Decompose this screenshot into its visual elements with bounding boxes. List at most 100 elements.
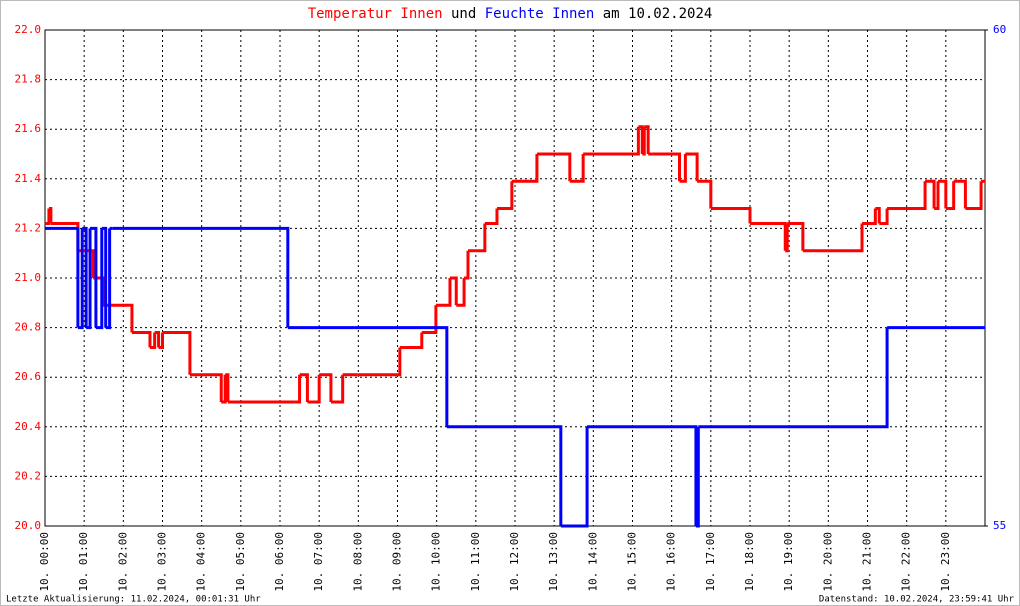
step-segment bbox=[879, 208, 889, 225]
step-segment bbox=[82, 226, 88, 328]
step-segment bbox=[189, 373, 223, 402]
y-tick-label: 21.4 bbox=[15, 172, 42, 185]
step-segment bbox=[496, 181, 514, 211]
y-tick-label: 22.0 bbox=[15, 23, 42, 36]
step-segment bbox=[45, 226, 80, 328]
x-tick-label: 10. 16:00 bbox=[665, 532, 678, 592]
y-tick-label: 20.6 bbox=[15, 370, 42, 383]
step-segment bbox=[697, 179, 713, 209]
step-segment bbox=[644, 125, 650, 154]
step-segment bbox=[587, 425, 698, 526]
y-tick-label: 20.4 bbox=[15, 420, 42, 433]
chart-title: Temperatur Innen und Feuchte Innen am 10… bbox=[308, 6, 713, 22]
step-segment bbox=[583, 126, 640, 156]
x-tick-label: 10. 03:00 bbox=[156, 532, 169, 592]
step-segment bbox=[435, 278, 452, 307]
title-humidity: Feuchte Innen bbox=[485, 6, 595, 22]
x-tick-label: 10. 11:00 bbox=[469, 532, 482, 592]
step-segment bbox=[862, 208, 877, 225]
step-segment bbox=[652, 152, 681, 182]
x-tick-label: 10. 02:00 bbox=[116, 532, 129, 592]
step-segment bbox=[642, 126, 646, 156]
x-tick-label: 10. 18:00 bbox=[743, 532, 756, 592]
x-tick-label: 10. 12:00 bbox=[508, 532, 521, 592]
step-segment bbox=[399, 332, 424, 349]
x-tick-label: 10. 01:00 bbox=[77, 532, 90, 592]
title-suffix: am 10.02.2024 bbox=[603, 6, 713, 22]
step-segment bbox=[934, 181, 940, 211]
y-tick-label: 21.0 bbox=[15, 271, 42, 284]
x-tick-label: 10. 21:00 bbox=[861, 532, 874, 592]
step-segment bbox=[464, 250, 470, 280]
y-tick-label: 21.6 bbox=[15, 122, 42, 135]
x-tick-label: 10. 09:00 bbox=[391, 532, 404, 592]
step-segment bbox=[698, 327, 889, 429]
step-segment bbox=[105, 228, 112, 330]
step-segment bbox=[48, 207, 53, 224]
step-segment bbox=[357, 347, 402, 377]
x-tick-label: 10. 15:00 bbox=[626, 532, 639, 592]
y-tick-label: 20.0 bbox=[15, 519, 42, 532]
step-segment bbox=[815, 223, 864, 253]
y-tick-label: 20.8 bbox=[15, 321, 42, 334]
step-segment bbox=[446, 425, 563, 526]
step-segment bbox=[456, 278, 466, 307]
step-segment bbox=[112, 226, 290, 328]
step-segment bbox=[938, 179, 948, 209]
step-segment bbox=[287, 326, 449, 427]
step-segment bbox=[162, 331, 192, 375]
step-segment bbox=[330, 374, 345, 404]
step-segment bbox=[468, 223, 487, 253]
step-segment bbox=[45, 208, 51, 225]
x-tick-label: 10. 14:00 bbox=[586, 532, 599, 592]
footer-left: Letzte Aktualisierung: 11.02.2024, 00:01… bbox=[6, 595, 261, 605]
step-segment bbox=[131, 331, 152, 348]
step-segment bbox=[149, 332, 157, 349]
step-segment bbox=[511, 154, 539, 183]
step-segment bbox=[785, 223, 789, 253]
step-segment bbox=[875, 207, 881, 224]
x-tick-label: 10. 19:00 bbox=[782, 532, 795, 592]
step-segment bbox=[307, 374, 321, 404]
y-tick-label: 21.8 bbox=[15, 73, 42, 86]
step-segment bbox=[945, 181, 956, 211]
step-segment bbox=[101, 226, 108, 328]
x-tick-label: 10. 04:00 bbox=[195, 532, 208, 592]
step-segment bbox=[299, 373, 309, 402]
x-tick-label: 10. 07:00 bbox=[312, 532, 325, 592]
step-segment bbox=[638, 125, 644, 154]
step-segment bbox=[925, 179, 936, 209]
step-segment bbox=[536, 152, 572, 182]
step-segment bbox=[449, 276, 458, 306]
y2-tick-label: 55 bbox=[993, 519, 1006, 532]
title-connector: und bbox=[451, 6, 476, 22]
step-segment bbox=[319, 373, 333, 402]
step-segment bbox=[679, 154, 687, 183]
step-segment bbox=[569, 154, 585, 183]
y-tick-label: 21.2 bbox=[15, 221, 42, 234]
step-segment bbox=[965, 181, 983, 211]
step-segment bbox=[221, 374, 227, 404]
x-tick-label: 10. 10:00 bbox=[430, 532, 443, 592]
step-segment bbox=[953, 179, 967, 209]
step-segment bbox=[695, 426, 700, 528]
step-segment bbox=[225, 373, 230, 402]
step-segment bbox=[102, 303, 134, 333]
x-tick-label: 10. 13:00 bbox=[547, 532, 560, 592]
x-tick-label: 10. 05:00 bbox=[234, 532, 247, 592]
step-segment bbox=[86, 228, 92, 330]
step-segment bbox=[685, 152, 699, 182]
title-temp: Temperatur Innen bbox=[308, 6, 443, 22]
step-segment bbox=[887, 181, 927, 211]
step-segment bbox=[95, 228, 104, 330]
step-segment bbox=[787, 221, 805, 251]
step-segment bbox=[158, 332, 164, 349]
x-tick-label: 10. 06:00 bbox=[273, 532, 286, 592]
step-segment bbox=[750, 221, 787, 251]
step-segment bbox=[421, 305, 438, 335]
x-tick-label: 10. 00:00 bbox=[38, 532, 51, 592]
x-tick-label: 10. 17:00 bbox=[704, 532, 717, 592]
plot-border bbox=[44, 29, 986, 527]
